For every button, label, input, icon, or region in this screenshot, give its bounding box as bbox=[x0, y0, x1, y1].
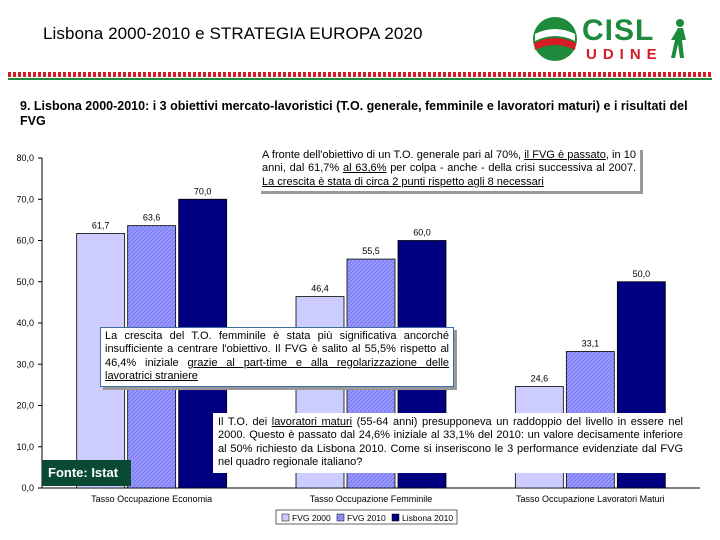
callout-mature-text-1: Il T.O. dei bbox=[218, 416, 272, 428]
y-tick-label: 0,0 bbox=[21, 483, 34, 493]
category-label: Tasso Occupazione Femminile bbox=[310, 494, 433, 504]
callout-general-underline-2: al 63,6% bbox=[342, 162, 387, 175]
bar-value-label: 24,6 bbox=[531, 374, 549, 384]
bar-value-label: 55,5 bbox=[362, 246, 380, 256]
y-tick-label: 80,0 bbox=[16, 153, 34, 163]
y-tick-label: 40,0 bbox=[16, 318, 34, 328]
bar-value-label: 50,0 bbox=[633, 269, 651, 279]
header-separator-line bbox=[8, 78, 712, 80]
bar-value-label: 46,4 bbox=[311, 284, 329, 294]
y-tick-label: 60,0 bbox=[16, 236, 34, 246]
bar-value-label: 63,6 bbox=[143, 213, 161, 223]
slide-subtitle: 9. Lisbona 2000-2010: i 3 obiettivi merc… bbox=[20, 99, 688, 128]
callout-female-underline-1: grazie al part-time e alla regolarizzazi… bbox=[105, 356, 450, 383]
callout-mature: Il T.O. dei lavoratori maturi (55-64 ann… bbox=[213, 413, 688, 473]
cisl-logo: CISL UDINE bbox=[530, 12, 690, 68]
y-tick-label: 20,0 bbox=[16, 401, 34, 411]
logo-globe-icon bbox=[533, 17, 577, 61]
callout-general-text-1: A fronte dell'obiettivo di un T.O. gener… bbox=[262, 149, 525, 161]
legend-swatch bbox=[336, 513, 345, 522]
y-tick-label: 30,0 bbox=[16, 359, 34, 369]
callout-mature-text-2: (55-64 anni) presupponeva un raddoppio d… bbox=[218, 416, 684, 469]
bar-value-label: 61,7 bbox=[92, 220, 110, 230]
legend-label: Lisbona 2010 bbox=[402, 513, 453, 523]
category-label: Tasso Occupazione Economia bbox=[91, 494, 212, 504]
legend-label: FVG 2010 bbox=[347, 513, 386, 523]
callout-general: A fronte dell'obiettivo di un T.O. gener… bbox=[258, 147, 640, 192]
category-label: Tasso Occupazione Lavoratori Maturi bbox=[516, 494, 665, 504]
legend-label: FVG 2000 bbox=[292, 513, 331, 523]
legend-box bbox=[275, 509, 458, 525]
y-tick-label: 10,0 bbox=[16, 442, 34, 452]
callout-general-underline-1: il FVG è passato bbox=[524, 149, 606, 161]
legend-swatch bbox=[391, 513, 400, 522]
logo-text-udine: UDINE bbox=[586, 46, 663, 63]
header-separator-dotted bbox=[8, 72, 712, 77]
callout-mature-underline-1: lavoratori maturi bbox=[271, 416, 353, 428]
logo-text-cisl: CISL bbox=[582, 14, 655, 47]
callout-general-text-2: , in 10 anni, dal 61,7% bbox=[262, 149, 636, 175]
callout-general-text-3: per colpa - anche - della crisi successi… bbox=[386, 162, 637, 175]
callout-general-underline-3: La crescita è stata di circa 2 punti ris… bbox=[262, 175, 544, 188]
legend-swatch bbox=[281, 513, 290, 522]
y-tick-label: 70,0 bbox=[16, 194, 34, 204]
y-tick-label: 50,0 bbox=[16, 277, 34, 287]
callout-female: La crescita del T.O. femminile è stata p… bbox=[100, 327, 454, 387]
source-label: Fonte: Istat bbox=[42, 460, 131, 486]
bar-value-label: 70,0 bbox=[194, 186, 212, 196]
callout-female-text-1: La crescita del T.O. femminile è stata p… bbox=[105, 330, 449, 369]
bar-value-label: 60,0 bbox=[413, 228, 431, 238]
page-title: Lisbona 2000-2010 e STRATEGIA EUROPA 202… bbox=[43, 24, 423, 43]
bar-value-label: 33,1 bbox=[582, 338, 600, 348]
logo-figure-icon bbox=[671, 19, 686, 58]
